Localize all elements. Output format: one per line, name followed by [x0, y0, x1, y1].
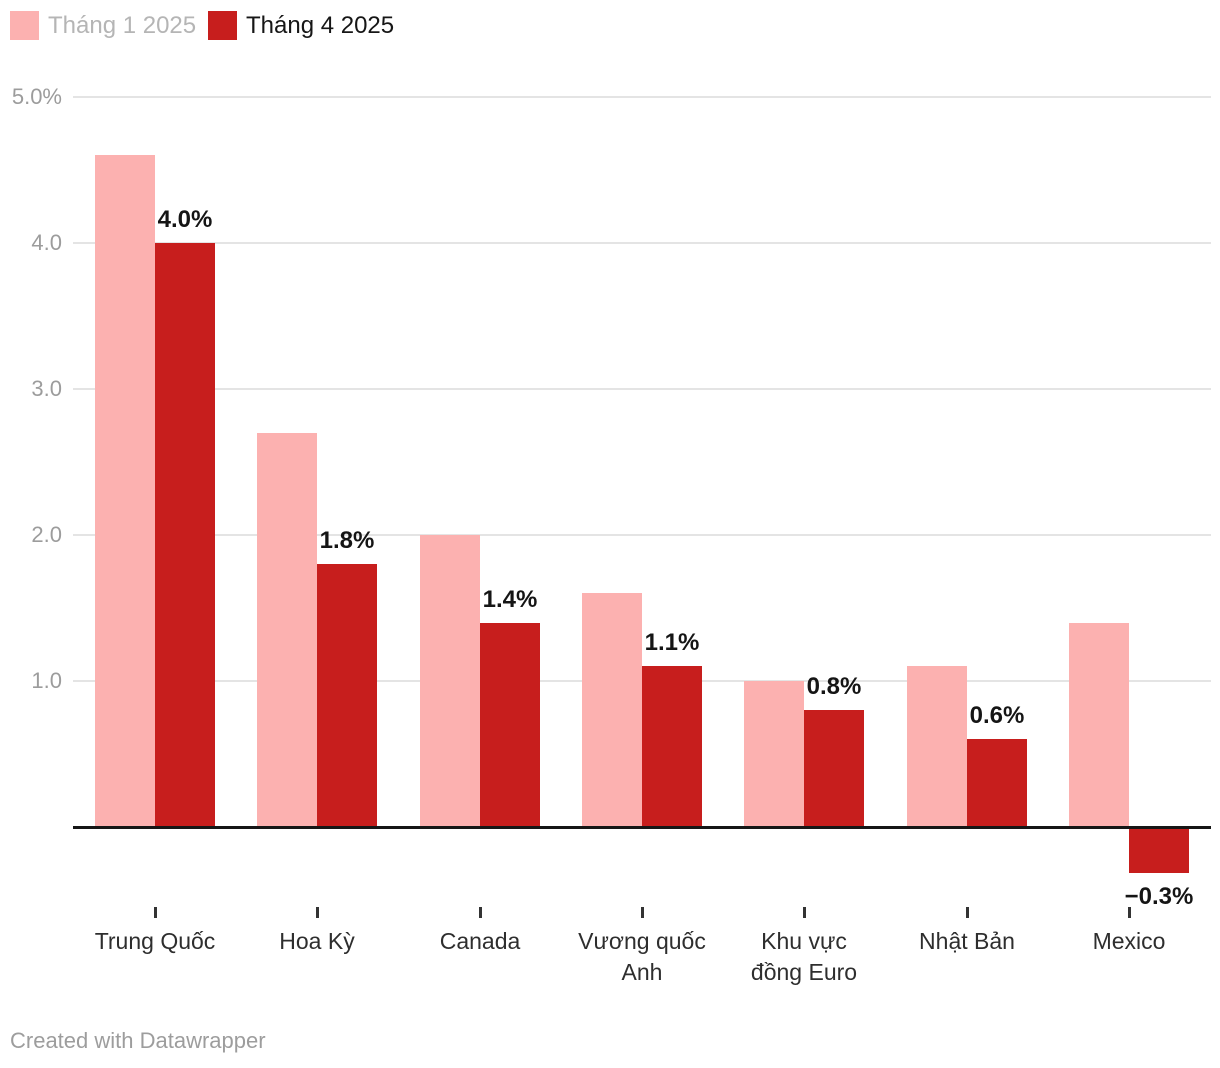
- bar-april: [155, 243, 215, 827]
- x-axis-tick: [641, 907, 644, 918]
- gridline: [73, 242, 1211, 244]
- gridline: [73, 534, 1211, 536]
- bar-january: [582, 593, 642, 827]
- credit-line: Created with Datawrapper: [10, 1028, 266, 1053]
- legend-item-april: Tháng 4 2025: [208, 11, 394, 40]
- legend-item-january: Tháng 1 2025: [10, 11, 196, 40]
- y-axis-tick-label: 5.0%: [11, 84, 62, 109]
- x-axis-baseline: [73, 826, 1211, 829]
- bar-value-label: 1.4%: [482, 586, 538, 613]
- category-label: Hoa Kỳ: [279, 928, 355, 954]
- legend-swatch-pink: [10, 11, 39, 40]
- legend-label-april: Tháng 4 2025: [246, 12, 395, 39]
- category-label: Mexico: [1092, 928, 1166, 954]
- bar-value-label: −0.3%: [1124, 883, 1194, 910]
- bar-value-label: 1.8%: [319, 527, 375, 554]
- y-axis-tick-label: 3.0: [31, 376, 62, 401]
- bar-april: [480, 623, 540, 827]
- bar-january: [1069, 623, 1129, 827]
- bar-value-label: 1.1%: [644, 629, 700, 656]
- bar-april: [804, 710, 864, 827]
- bar-value-label: 0.6%: [969, 702, 1025, 729]
- y-axis-tick-label: 2.0: [31, 522, 62, 547]
- x-axis-tick: [966, 907, 969, 918]
- x-axis-tick: [479, 907, 482, 918]
- bar-value-label: 0.8%: [806, 673, 862, 700]
- x-axis-tick: [316, 907, 319, 918]
- bar-april: [967, 739, 1027, 827]
- bar-january: [744, 681, 804, 827]
- bar-april: [642, 666, 702, 827]
- gridline: [73, 388, 1211, 390]
- legend-label-january: Tháng 1 2025: [48, 12, 197, 39]
- y-axis-tick-label: 4.0: [31, 230, 62, 255]
- x-axis-tick: [803, 907, 806, 918]
- category-label: Vương quốc Anh: [578, 928, 706, 985]
- bar-january: [257, 433, 317, 827]
- category-label: Canada: [439, 928, 521, 954]
- bar-january: [95, 155, 155, 827]
- bar-value-label: 4.0%: [157, 206, 213, 233]
- x-axis-tick: [154, 907, 157, 918]
- bar-january: [420, 535, 480, 827]
- chart-legend: Tháng 1 2025 Tháng 4 2025: [0, 0, 1220, 52]
- category-label: Khu vực đồng Euro: [750, 928, 858, 985]
- bar-april: [1129, 829, 1189, 873]
- gridline: [73, 96, 1211, 98]
- bar-january: [907, 666, 967, 827]
- category-label: Nhật Bản: [919, 928, 1015, 954]
- category-label: Trung Quốc: [94, 928, 216, 954]
- legend-swatch-red: [208, 11, 237, 40]
- y-axis-tick-label: 1.0: [31, 668, 62, 693]
- x-axis-tick: [1128, 907, 1131, 918]
- bar-april: [317, 564, 377, 827]
